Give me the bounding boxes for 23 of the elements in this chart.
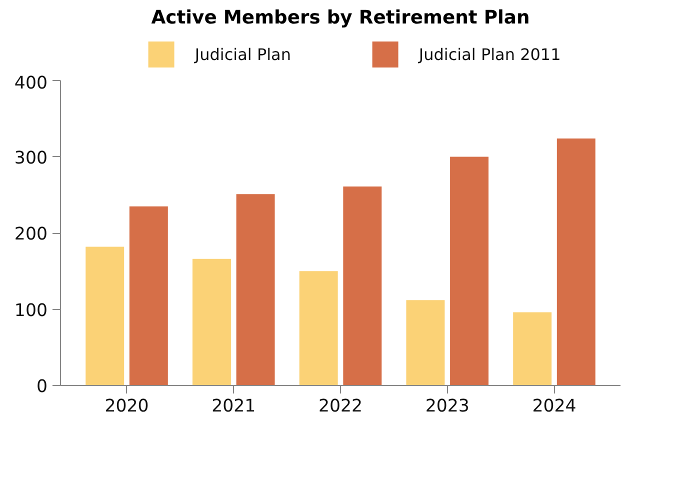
x-tick-label: 2022 [318, 396, 363, 416]
x-tick-label: 2024 [532, 396, 576, 416]
chart-title: Active Members by Retirement Plan [151, 8, 530, 28]
y-tick-label: 0 [36, 377, 48, 397]
bar [343, 186, 382, 386]
bar [513, 312, 552, 386]
y-tick-label: 300 [14, 148, 48, 168]
legend-label: Judicial Plan [194, 45, 291, 64]
x-tick-label: 2023 [425, 396, 470, 416]
x-tick-label: 2020 [104, 396, 149, 416]
bar [299, 271, 338, 386]
y-tick-label: 200 [14, 224, 48, 244]
y-tick-label: 400 [14, 74, 48, 94]
x-tick-label: 2021 [212, 396, 256, 416]
bar [406, 300, 445, 386]
legend-label: Judicial Plan 2011 [418, 45, 561, 64]
bar [236, 194, 275, 386]
bar [129, 206, 168, 386]
bar [192, 258, 231, 386]
bar [556, 138, 596, 386]
y-tick-label: 100 [14, 300, 48, 321]
bar [86, 246, 124, 386]
bar [450, 156, 489, 386]
